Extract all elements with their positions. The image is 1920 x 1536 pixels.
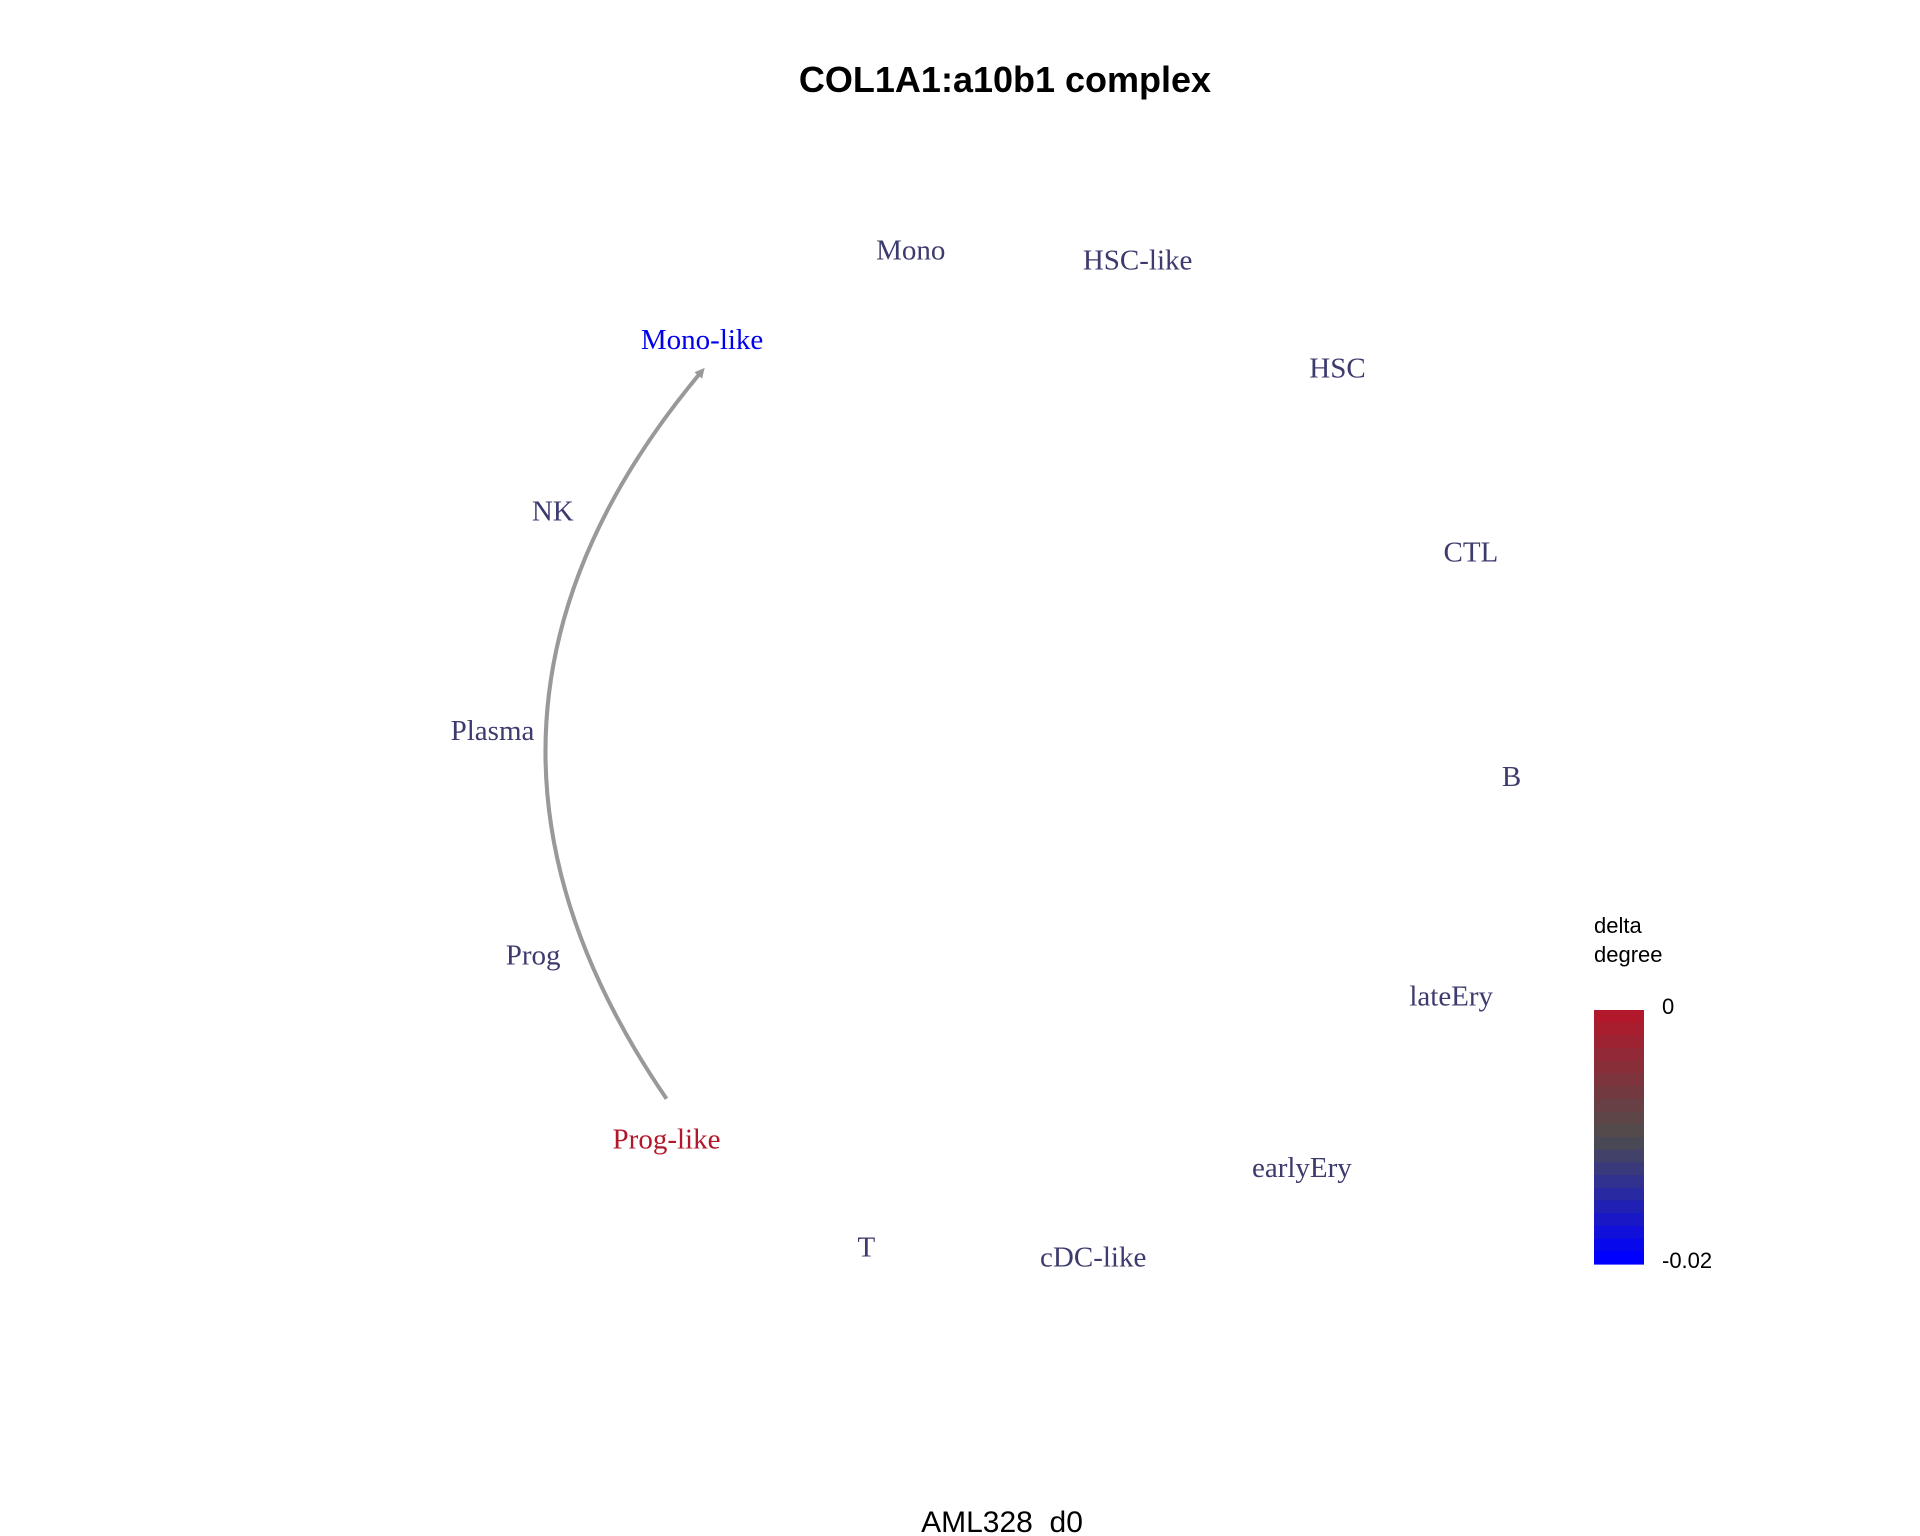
node-label-hsc: HSC xyxy=(1309,352,1365,384)
legend-band xyxy=(1594,1162,1644,1176)
node-label-lateery: lateEry xyxy=(1409,981,1493,1013)
node-label-mono-like: Mono-like xyxy=(641,324,763,356)
node-label-b: B xyxy=(1502,761,1521,793)
legend-band xyxy=(1594,1048,1644,1062)
legend-band xyxy=(1594,1073,1644,1087)
node-label-ctl: CTL xyxy=(1444,537,1499,569)
legend-max-label: 0 xyxy=(1662,994,1674,1019)
legend-band xyxy=(1594,1251,1644,1265)
sample-caption: AML328_d0 xyxy=(921,1506,1083,1536)
node-label-plasma: Plasma xyxy=(451,715,535,747)
node-label-t: T xyxy=(858,1232,876,1264)
diagram-title: COL1A1:a10b1 complex xyxy=(799,59,1211,100)
edges-layer xyxy=(543,367,705,1100)
legend-band xyxy=(1594,1035,1644,1049)
legend-band xyxy=(1594,1060,1644,1075)
node-label-nk: NK xyxy=(532,496,574,528)
node-label-prog-like: Prog-like xyxy=(613,1124,721,1156)
color-legend: delta degree 0 -0.02 xyxy=(1594,913,1712,1273)
legend-title-line1: delta xyxy=(1594,913,1642,938)
node-label-earlyery: earlyEry xyxy=(1252,1152,1352,1184)
edge-prog-like-to-mono-like xyxy=(543,367,705,1100)
legend-band xyxy=(1594,1124,1644,1138)
node-label-hsc-like: HSC-like xyxy=(1083,244,1193,276)
legend-band xyxy=(1594,1010,1644,1024)
node-label-prog: Prog xyxy=(506,939,561,971)
node-label-mono: Mono xyxy=(876,234,945,266)
legend-band xyxy=(1594,1149,1644,1163)
legend-colorbar xyxy=(1594,1010,1644,1265)
legend-band xyxy=(1594,1098,1644,1113)
node-label-cdc-like: cDC-like xyxy=(1040,1242,1146,1274)
legend-band xyxy=(1594,1213,1644,1227)
legend-band xyxy=(1594,1137,1644,1151)
legend-band xyxy=(1594,1111,1644,1125)
legend-band xyxy=(1594,1200,1644,1214)
legend-band xyxy=(1594,1187,1644,1202)
legend-band xyxy=(1594,1238,1644,1252)
legend-band xyxy=(1594,1225,1644,1240)
legend-title-line2: degree xyxy=(1594,942,1663,967)
legend-band xyxy=(1594,1175,1644,1189)
legend-band xyxy=(1594,1086,1644,1100)
legend-band xyxy=(1594,1022,1644,1036)
legend-min-label: -0.02 xyxy=(1662,1248,1712,1273)
